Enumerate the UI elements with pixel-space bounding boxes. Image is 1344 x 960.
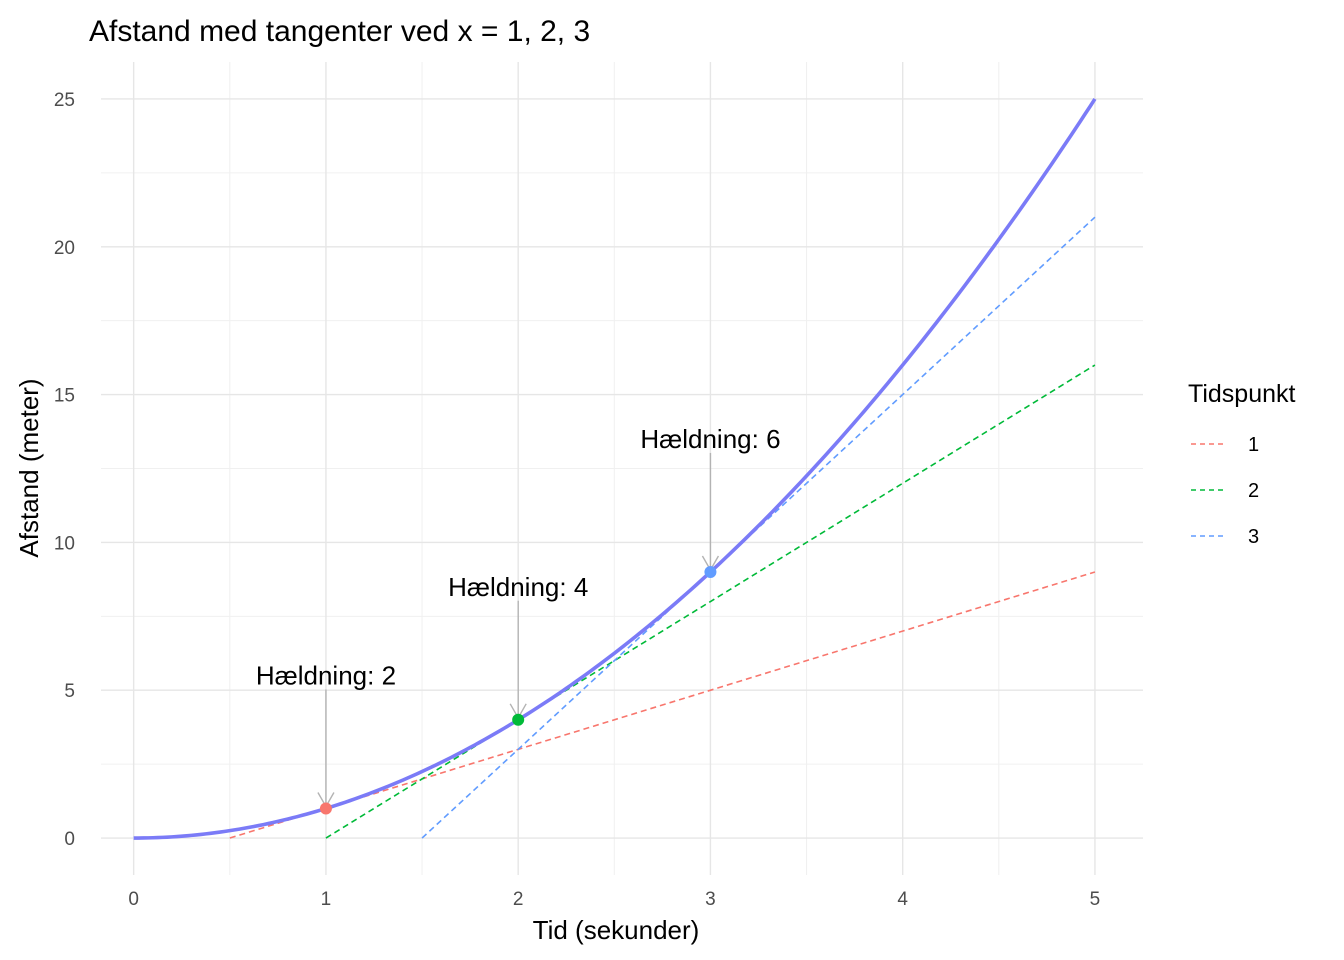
slope-annotation: Hældning: 2 — [256, 660, 396, 690]
tangent-line-3 — [421, 216, 1096, 839]
y-tick-labels: 0 5 10 15 20 25 — [54, 90, 75, 850]
y-tick-label: 15 — [54, 386, 75, 407]
chart-title: Afstand med tangenter ved x = 1, 2, 3 — [89, 15, 590, 48]
point-layer — [319, 565, 717, 815]
x-tick-label: 3 — [705, 889, 716, 910]
y-tick-label: 0 — [64, 829, 75, 850]
tangent-point-1 — [319, 802, 332, 815]
y-tick-label: 10 — [54, 533, 75, 554]
y-tick-label: 25 — [54, 90, 75, 111]
distance-curve — [133, 97, 1097, 840]
y-axis-title: Afstand (meter) — [14, 378, 44, 557]
y-tick-label: 20 — [54, 238, 75, 259]
tangent-point-2 — [512, 713, 525, 726]
legend-items: 1 2 3 — [1191, 434, 1259, 548]
legend-title: Tidspunkt — [1188, 380, 1296, 408]
x-axis-title: Tid (sekunder) — [533, 915, 700, 945]
x-tick-label: 4 — [897, 889, 908, 910]
annotation-labels: Hældning: 2 Hældning: 4 Hældning: 6 — [256, 424, 781, 691]
y-tick-label: 5 — [64, 681, 75, 702]
x-tick-label: 5 — [1090, 889, 1101, 910]
legend-label: 2 — [1248, 480, 1259, 502]
annotation-arrows — [317, 452, 720, 808]
x-tick-label: 0 — [128, 889, 139, 910]
x-tick-label: 2 — [513, 889, 524, 910]
slope-annotation: Hældning: 6 — [640, 424, 780, 454]
tangent-point-3 — [704, 565, 717, 578]
legend-label: 3 — [1248, 526, 1259, 548]
x-tick-label: 1 — [321, 889, 332, 910]
slope-annotation: Hældning: 4 — [448, 572, 588, 602]
x-tick-labels: 0 1 2 3 4 5 — [128, 889, 1100, 910]
tangent-lines — [229, 216, 1096, 839]
curve-layer — [133, 97, 1097, 840]
tangent-line-2 — [325, 364, 1096, 839]
legend: Tidspunkt 1 2 3 — [1188, 380, 1296, 548]
legend-label: 1 — [1248, 434, 1259, 456]
grid-minor-lines — [101, 62, 1143, 875]
